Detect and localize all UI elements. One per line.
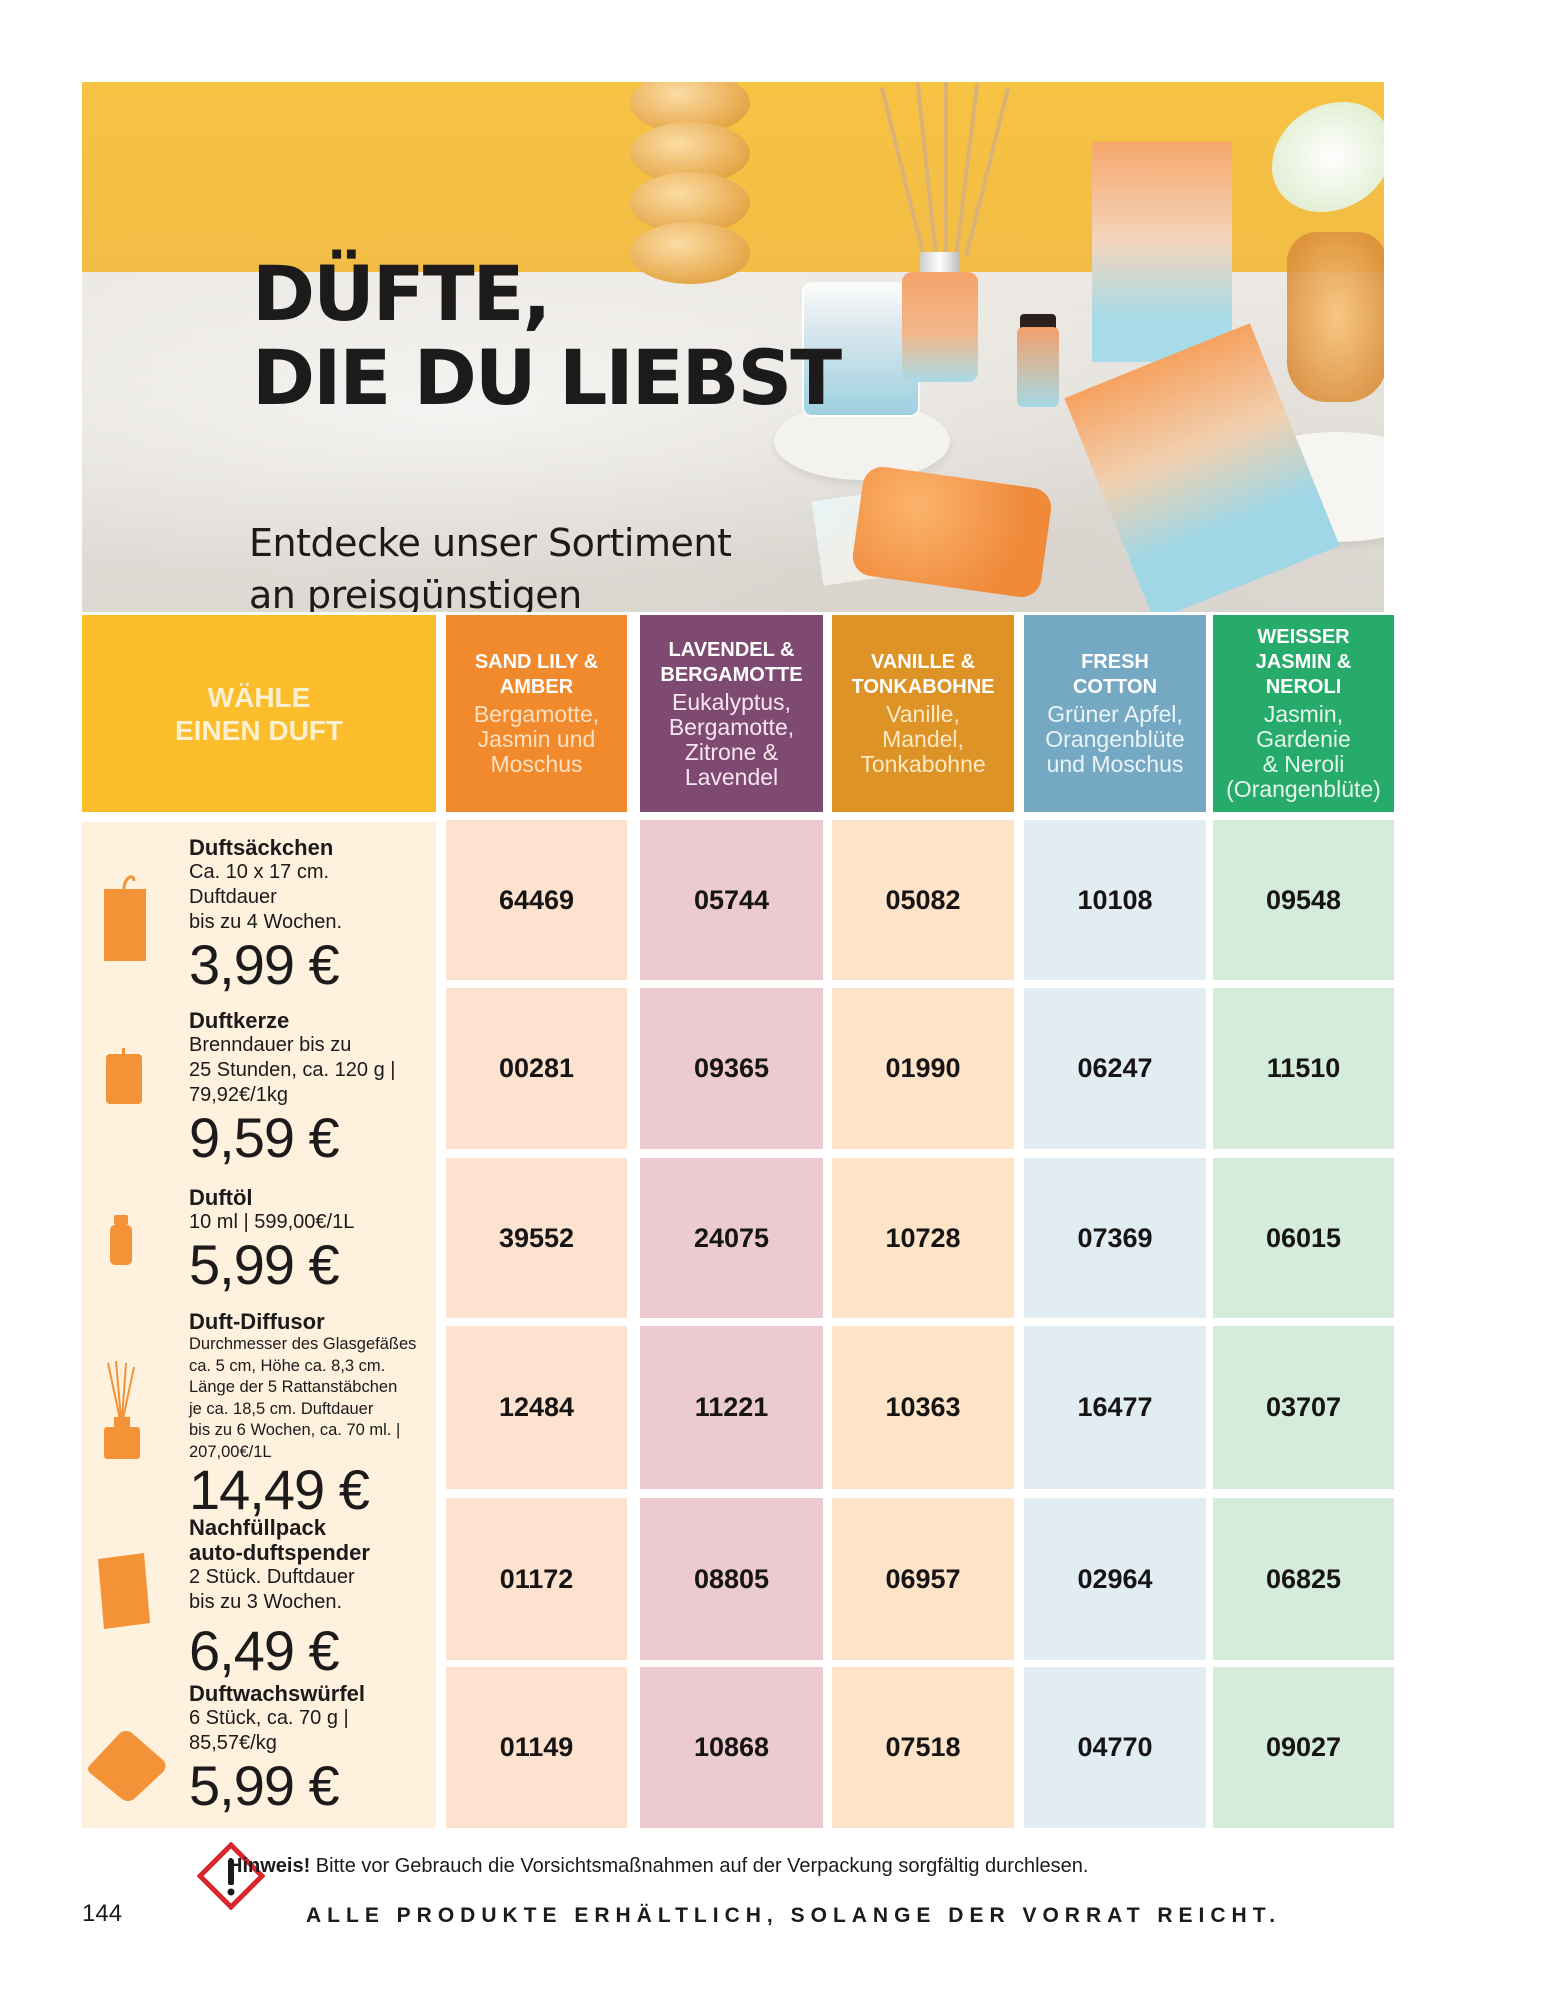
product-price: 5,99 €: [189, 1233, 340, 1296]
glass-vase-image: [1287, 232, 1384, 402]
product-code-cell: 09027: [1213, 1667, 1394, 1828]
diffuser-bottle-image: [902, 272, 978, 382]
product-description: 2 Stück. Duftdauer bis zu 3 Wochen.: [189, 1566, 355, 1613]
product-code-cell: 16477: [1024, 1326, 1206, 1489]
choose-scent-label: WÄHLE EINEN DUFT: [175, 681, 343, 746]
product-code-cell: 07369: [1024, 1158, 1206, 1318]
candle-icon: [106, 1048, 142, 1104]
choose-scent-header: WÄHLE EINEN DUFT: [82, 615, 436, 812]
product-price: 3,99 €: [189, 933, 340, 996]
product-code-cell: 07518: [832, 1667, 1014, 1828]
product-name: Duftkerze: [189, 1008, 290, 1033]
product-description: 6 Stück, ca. 70 g | 85,57€/kg: [189, 1707, 349, 1754]
scent-name: FRESH COTTON: [1072, 651, 1158, 698]
product-code-cell: 01990: [832, 988, 1014, 1149]
reed-stick: [954, 83, 980, 258]
scent-header-vanille: VANILLE & TONKABOHNE Vanille, Mandel, To…: [832, 615, 1014, 812]
product-code-cell: 39552: [446, 1158, 627, 1318]
product-code-cell: 02964: [1024, 1498, 1206, 1660]
product-code-cell: 09548: [1213, 820, 1394, 980]
product-code-cell: 06825: [1213, 1498, 1394, 1660]
sachet-package-image: [1092, 142, 1232, 362]
product-price: 14,49 €: [189, 1458, 370, 1521]
product-code-cell: 10728: [832, 1158, 1014, 1318]
scent-name: LAVENDEL & BERGAMOTTE: [660, 638, 803, 686]
product-code-cell: 00281: [446, 988, 627, 1149]
page-subtitle: Entdecke unser Sortiment an preisgünstig…: [249, 521, 732, 612]
page-number: 144: [82, 1900, 123, 1927]
product-code-cell: 08805: [640, 1498, 823, 1660]
product-price: 9,59 €: [189, 1106, 340, 1169]
product-name: Duftsäckchen: [189, 835, 334, 860]
product-code-cell: 05744: [640, 820, 823, 980]
product-code-cell: 11221: [640, 1326, 823, 1489]
product-code-cell: 03707: [1213, 1326, 1394, 1489]
scent-name: WEISSER JASMIN & NEROLI: [1255, 626, 1352, 698]
lily-flower-image: [1272, 102, 1384, 212]
product-code-cell: 05082: [832, 820, 1014, 980]
product-code-cell: 64469: [446, 820, 627, 980]
product-code-cell: 04770: [1024, 1667, 1206, 1828]
product-column: [82, 822, 436, 1828]
product-code-cell: 09365: [640, 988, 823, 1149]
scent-notes: Eukalyptus, Bergamotte, Zitrone & Lavend…: [668, 688, 795, 790]
notice-text: Bitte vor Gebrauch die Vorsichtsmaßnahme…: [310, 1855, 1089, 1877]
product-code-cell: 01172: [446, 1498, 627, 1660]
scent-notes: Bergamotte, Jasmin und Moschus: [473, 701, 600, 777]
hero-banner: DÜFTE, DIE DU LIEBST Entdecke unser Sort…: [82, 82, 1384, 612]
oil-bottle-icon: [110, 1215, 132, 1265]
scent-header-lavendel: LAVENDEL & BERGAMOTTE Eukalyptus, Bergam…: [640, 615, 823, 812]
notice-label: Hinweis!: [228, 1855, 311, 1877]
product-price: 6,49 €: [189, 1619, 340, 1682]
refill-pack-icon: [98, 1553, 150, 1629]
scent-name: SAND LILY & AMBER: [474, 651, 599, 698]
availability-note: ALLE PRODUKTE ERHÄLTLICH, SOLANGE DER VO…: [306, 1904, 1282, 1927]
product-code-cell: 11510: [1213, 988, 1394, 1149]
reed-diffuser-icon: [104, 1361, 140, 1459]
reed-stick: [944, 82, 948, 257]
wax-melt-icon: [88, 1731, 166, 1801]
scent-header-weisser-jasmin: WEISSER JASMIN & NEROLI Jasmin, Gardenie…: [1213, 615, 1394, 812]
product-code-cell: 06957: [832, 1498, 1014, 1660]
product-code-cell: 06015: [1213, 1158, 1394, 1318]
sachet-icon: [104, 875, 146, 961]
product-name: Duft-Diffusor: [189, 1309, 325, 1334]
safety-notice: Hinweis! Bitte vor Gebrauch die Vorsicht…: [228, 1855, 1088, 1878]
product-code-cell: 01149: [446, 1667, 627, 1828]
scent-header-sand-lily: SAND LILY & AMBER Bergamotte, Jasmin und…: [446, 615, 627, 812]
scent-notes: Jasmin, Gardenie & Neroli (Orangenblüte): [1226, 701, 1381, 802]
product-code-cell: 10108: [1024, 820, 1206, 980]
product-description: 10 ml | 599,00€/1L: [189, 1211, 355, 1233]
product-description: Durchmesser des Glasgefäßes ca. 5 cm, Hö…: [189, 1335, 417, 1461]
product-code-cell: 10363: [832, 1326, 1014, 1489]
product-description: Ca. 10 x 17 cm. Duftdauer bis zu 4 Woche…: [189, 861, 343, 933]
scent-header-fresh-cotton: FRESH COTTON Grüner Apfel, Orangenblüte …: [1024, 615, 1206, 812]
product-description: Brenndauer bis zu 25 Stunden, ca. 120 g …: [189, 1034, 396, 1106]
oil-bottle-image: [1017, 327, 1059, 407]
scent-notes: Vanille, Mandel, Tonkabohne: [860, 701, 986, 777]
product-code-cell: 10868: [640, 1667, 823, 1828]
product-price: 5,99 €: [189, 1754, 340, 1817]
product-name: Duftöl: [189, 1185, 253, 1210]
product-name: Nachfüllpack auto-duftspender: [189, 1515, 370, 1565]
scent-name: VANILLE & TONKABOHNE: [851, 651, 995, 698]
product-code-cell: 12484: [446, 1326, 627, 1489]
product-name: Duftwachswürfel: [189, 1681, 366, 1706]
vase-image: [630, 82, 750, 292]
scent-notes: Grüner Apfel, Orangenblüte und Moschus: [1045, 701, 1185, 777]
warning-icon: [197, 1842, 265, 1910]
product-code-cell: 06247: [1024, 988, 1206, 1149]
product-code-cell: 24075: [640, 1158, 823, 1318]
page-title: DÜFTE, DIE DU LIEBST: [252, 249, 842, 422]
